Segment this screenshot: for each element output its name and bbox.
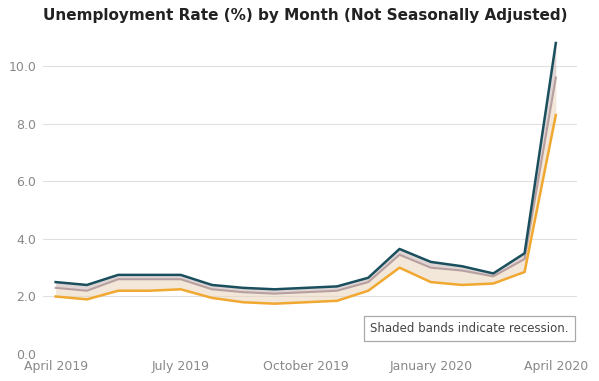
Text: Shaded bands indicate recession.: Shaded bands indicate recession. (370, 322, 568, 335)
Text: Unemployment Rate (%) by Month (Not Seasonally Adjusted): Unemployment Rate (%) by Month (Not Seas… (43, 8, 568, 23)
